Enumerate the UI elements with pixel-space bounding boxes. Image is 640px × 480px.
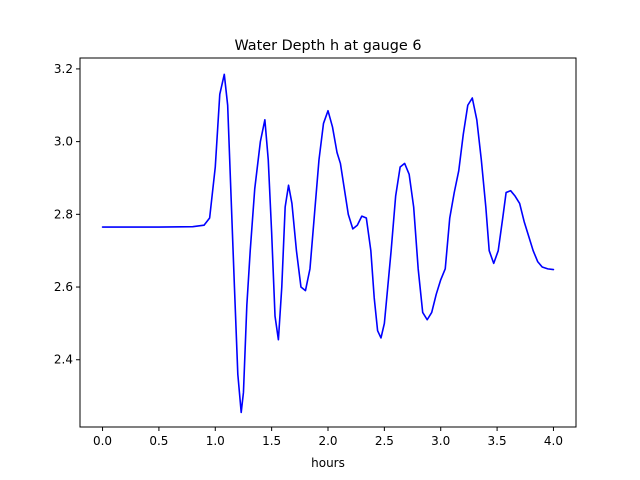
x-axis: 0.0 0.5 1.0 1.5 2.0 2.5 3.0 3.5 4.0	[93, 427, 563, 448]
x-tick-label: 2.0	[318, 434, 337, 448]
x-tick-label: 0.0	[93, 434, 112, 448]
x-tick-label: 3.5	[488, 434, 507, 448]
y-tick-label: 3.2	[54, 62, 73, 76]
x-tick-label: 2.5	[375, 434, 394, 448]
plot-area	[101, 73, 555, 414]
y-tick-label: 2.4	[54, 353, 73, 367]
x-tick-label: 0.5	[149, 434, 168, 448]
x-tick-label: 1.5	[262, 434, 281, 448]
x-tick-label: 4.0	[544, 434, 563, 448]
y-axis: 2.4 2.6 2.8 3.0 3.2	[54, 62, 80, 367]
series-line-0	[101, 73, 555, 414]
chart-title: Water Depth h at gauge 6	[234, 38, 421, 54]
x-tick-label: 3.0	[431, 434, 450, 448]
x-tick-label: 1.0	[206, 434, 225, 448]
x-axis-label: hours	[311, 456, 345, 470]
y-tick-label: 3.0	[54, 135, 73, 149]
y-tick-label: 2.8	[54, 207, 73, 221]
y-tick-label: 2.6	[54, 280, 73, 294]
